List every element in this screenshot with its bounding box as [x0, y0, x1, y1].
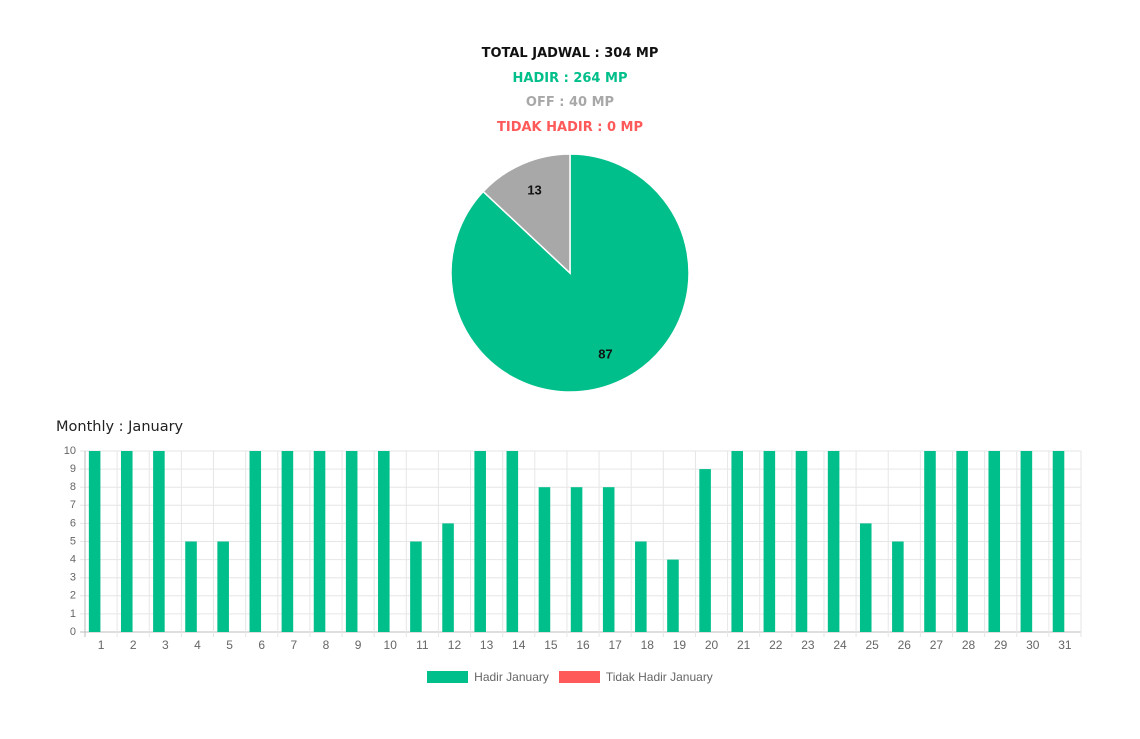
x-tick-label: 8 — [323, 638, 330, 652]
y-tick-label: 8 — [70, 481, 76, 493]
x-tick-label: 27 — [930, 638, 944, 652]
bar-hadir-23[interactable] — [795, 451, 808, 632]
y-tick-label: 2 — [70, 590, 76, 602]
x-tick-label: 12 — [448, 638, 462, 652]
bar-hadir-8[interactable] — [313, 451, 326, 632]
bar-hadir-16[interactable] — [570, 487, 583, 632]
bar-hadir-10[interactable] — [378, 451, 390, 632]
bar-hadir-4[interactable] — [185, 541, 197, 633]
x-tick-label: 6 — [258, 638, 265, 652]
x-tick-label: 19 — [673, 638, 687, 652]
y-tick-label: 6 — [70, 517, 76, 529]
bar-hadir-14[interactable] — [506, 451, 519, 632]
x-tick-label: 23 — [801, 638, 815, 652]
bar-hadir-5[interactable] — [217, 541, 229, 633]
x-tick-label: 29 — [994, 638, 1008, 652]
x-tick-label: 20 — [705, 638, 719, 652]
y-tick-label: 4 — [70, 554, 76, 566]
x-tick-label: 26 — [898, 638, 912, 652]
monthly-chart-title: Monthly : January — [56, 419, 184, 435]
legend-label: Hadir January — [474, 670, 549, 684]
pie-data-label: 87 — [598, 346, 612, 361]
x-tick-label: 24 — [833, 638, 847, 652]
x-tick-label: 4 — [194, 638, 201, 652]
x-tick-label: 5 — [226, 638, 233, 652]
x-tick-label: 15 — [544, 638, 558, 652]
bar-hadir-19[interactable] — [667, 559, 679, 632]
x-tick-label: 16 — [576, 638, 590, 652]
y-tick-label: 7 — [70, 499, 76, 511]
x-tick-label: 11 — [416, 638, 429, 652]
bar-hadir-15[interactable] — [538, 487, 551, 632]
legend-swatch — [558, 671, 600, 683]
bar-hadir-12[interactable] — [442, 523, 454, 632]
pie-slice-0[interactable] — [450, 153, 690, 393]
bar-hadir-17[interactable] — [602, 487, 615, 632]
bar-hadir-9[interactable] — [345, 451, 358, 632]
x-tick-label: 17 — [608, 638, 622, 652]
bar-hadir-2[interactable] — [120, 451, 133, 632]
x-tick-label: 13 — [480, 638, 494, 652]
bar-hadir-3[interactable] — [153, 451, 165, 632]
legend-item-hadir[interactable]: Hadir January — [427, 670, 549, 684]
pie-slice-1[interactable] — [482, 153, 571, 275]
x-tick-label: 21 — [737, 638, 751, 652]
x-tick-label: 10 — [384, 638, 398, 652]
x-tick-label: 7 — [290, 638, 297, 652]
y-tick-label: 3 — [70, 572, 76, 584]
x-tick-label: 18 — [641, 638, 655, 652]
total-schedule-text: TOTAL JADWAL : 304 MP — [481, 46, 659, 61]
x-tick-label: 22 — [769, 638, 783, 652]
bar-hadir-7[interactable] — [281, 451, 294, 632]
x-tick-label: 30 — [1026, 638, 1040, 652]
x-tick-label: 9 — [355, 638, 362, 652]
y-tick-label: 10 — [64, 445, 76, 457]
y-tick-label: 5 — [70, 535, 76, 547]
x-tick-label: 31 — [1058, 638, 1072, 652]
legend-item-tidak-hadir[interactable]: Tidak Hadir January — [558, 670, 713, 684]
x-tick-label: 14 — [512, 638, 526, 652]
bar-hadir-20[interactable] — [699, 469, 711, 632]
bar-hadir-24[interactable] — [827, 451, 840, 632]
bar-hadir-28[interactable] — [956, 451, 968, 632]
legend-swatch — [427, 671, 469, 683]
off-count-text: OFF : 40 MP — [525, 95, 615, 110]
legend-label: Tidak Hadir January — [605, 670, 713, 684]
x-tick-label: 25 — [865, 638, 879, 652]
y-tick-label: 9 — [70, 463, 76, 475]
bar-hadir-31[interactable] — [1052, 451, 1065, 632]
x-tick-label: 28 — [962, 638, 976, 652]
x-tick-label: 1 — [98, 638, 105, 652]
x-tick-label: 3 — [162, 638, 169, 652]
absent-count-text: TIDAK HADIR : 0 MP — [496, 119, 644, 135]
bar-hadir-26[interactable] — [892, 541, 904, 633]
bar-hadir-27[interactable] — [924, 451, 936, 632]
bar-hadir-13[interactable] — [474, 451, 486, 632]
y-tick-label: 1 — [70, 608, 76, 620]
bar-hadir-30[interactable] — [1020, 451, 1033, 632]
bar-hadir-1[interactable] — [88, 451, 101, 632]
present-count-text: HADIR : 264 MP — [512, 70, 628, 86]
bar-hadir-11[interactable] — [410, 541, 422, 633]
x-tick-label: 2 — [130, 638, 137, 652]
bar-hadir-29[interactable] — [988, 451, 1001, 632]
bar-chart-legend: Hadir January Tidak Hadir January — [0, 670, 1140, 684]
attendance-pie-chart[interactable]: 87 13 — [440, 145, 700, 405]
bar-hadir-6[interactable] — [249, 451, 262, 632]
bar-hadir-25[interactable] — [859, 523, 872, 632]
bar-hadir-22[interactable] — [763, 451, 776, 632]
bar-hadir-18[interactable] — [635, 541, 647, 633]
bar-hadir-21[interactable] — [731, 451, 744, 632]
y-tick-label: 0 — [70, 626, 76, 638]
attendance-summary: TOTAL JADWAL : 304 MP HADIR : 264 MP OFF… — [0, 42, 1140, 140]
pie-data-label: 13 — [527, 183, 541, 198]
